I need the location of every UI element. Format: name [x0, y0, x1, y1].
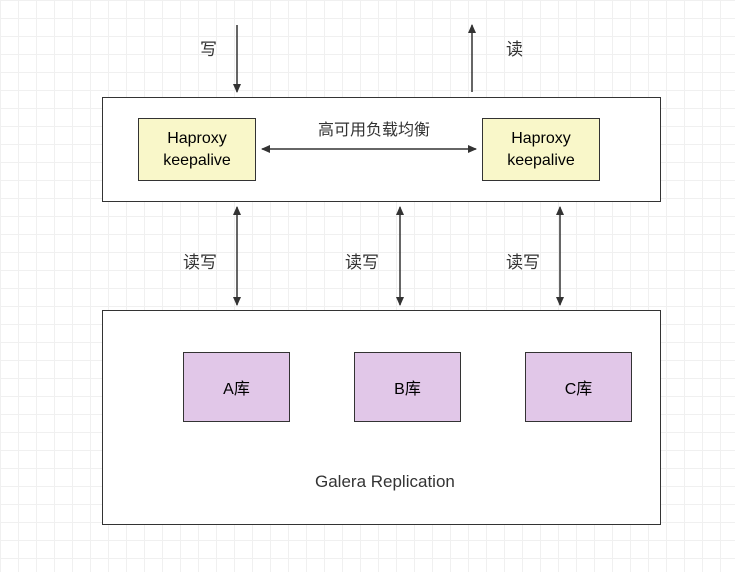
haproxy1-line1: Haproxy — [167, 128, 227, 150]
db-c-label: C库 — [565, 375, 593, 399]
write-label: 写 — [200, 35, 217, 60]
haproxy-box-right: Haproxy keepalive — [482, 118, 600, 181]
db-a-label: A库 — [223, 375, 250, 399]
db-c-box: C库 — [525, 352, 632, 422]
rw1-label: 读写 — [183, 248, 217, 273]
haproxy2-line2: keepalive — [507, 150, 575, 172]
db-b-box: B库 — [354, 352, 461, 422]
ha-lb-label: 高可用负载均衡 — [318, 116, 430, 140]
rw3-label: 读写 — [506, 248, 540, 273]
haproxy2-line1: Haproxy — [511, 128, 571, 150]
db-b-label: B库 — [394, 375, 421, 399]
haproxy-box-left: Haproxy keepalive — [138, 118, 256, 181]
haproxy1-line2: keepalive — [163, 150, 231, 172]
read-label: 读 — [506, 35, 523, 60]
rw2-label: 读写 — [345, 248, 379, 273]
db-a-box: A库 — [183, 352, 290, 422]
galera-label: Galera Replication — [315, 472, 455, 492]
